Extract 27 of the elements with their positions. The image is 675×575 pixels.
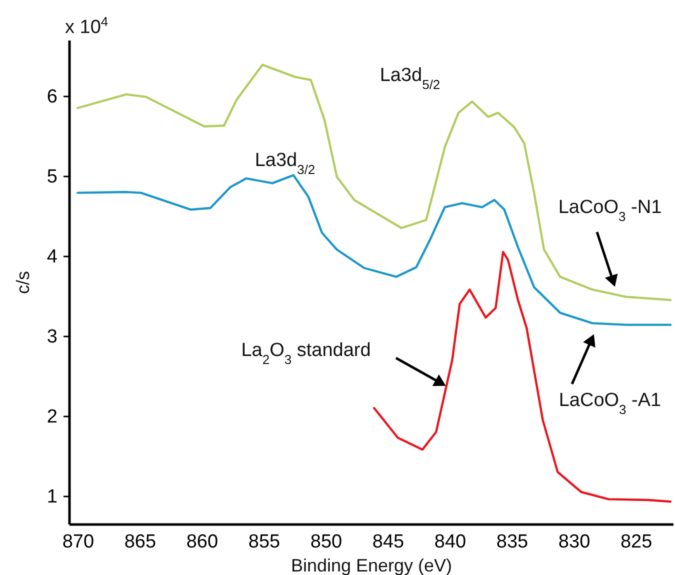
text: x 10$^{4}$	[65, 14, 108, 38]
line-series	[76, 174, 672, 326]
x-tick-label: 850	[310, 532, 342, 552]
annotation: LaCoO$_{3}$ -A1	[558, 390, 662, 416]
line-series	[76, 64, 672, 302]
y-axis-title: c/s	[12, 270, 33, 294]
line-series	[373, 250, 672, 503]
annotation: La$_{2}$O$_{3}$ standard	[241, 340, 371, 366]
x-tick-label: 840	[434, 532, 466, 552]
y-tick-label: 6	[46, 86, 58, 108]
y-tick-label: 1	[46, 486, 58, 508]
x-axis-title: Binding Energy (eV)	[290, 556, 452, 575]
x-tick-label: 860	[186, 532, 218, 552]
x-tick-label: 825	[620, 532, 652, 552]
annotation: LaCoO$_{3}$ -N1	[558, 197, 662, 224]
x-tick-label: 855	[248, 532, 280, 552]
x-tick-label: 830	[558, 532, 590, 552]
y-tick-label: 5	[46, 166, 58, 188]
y-tick-label: 2	[46, 406, 58, 428]
y-tick-label: 3	[46, 326, 58, 348]
x-tick-label: 845	[372, 532, 404, 552]
x-tick-label: 865	[124, 532, 156, 552]
x-tick-label: 835	[496, 532, 528, 552]
x-tick-label: 870	[62, 532, 94, 552]
annotation: La3d$_{3/2}$	[254, 150, 316, 176]
annotation: La3d$_{5/2}$	[380, 65, 440, 92]
y-tick-label: 4	[46, 246, 58, 268]
